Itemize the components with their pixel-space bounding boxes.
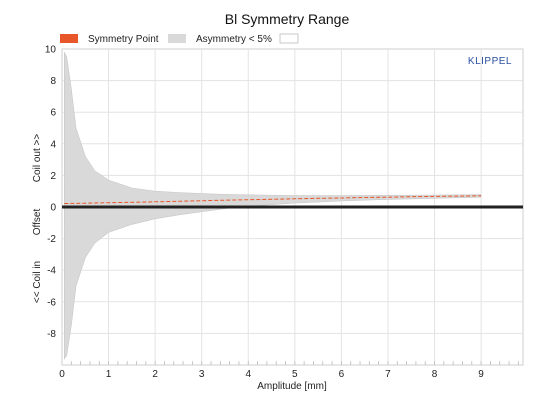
y-axis-label-coil-in: << Coil in [32,261,43,303]
minor-ticks [70,361,519,365]
y-tick-label: -8 [47,329,56,340]
y-tick-labels: -8 -6 -4 -2 0 2 4 6 8 10 [45,45,57,340]
y-axis-label-offset: Offset [32,209,43,236]
chart-title: Bl Symmetry Range [225,11,350,27]
x-tick-label: 0 [59,369,65,380]
symmetry-point-line [64,195,482,204]
x-tick-labels: 0 1 2 3 4 5 6 7 8 9 [59,369,484,380]
x-tick-label: 7 [385,369,391,380]
legend-swatch-symmetry-point [60,34,78,43]
x-tick-label: 4 [245,369,251,380]
x-tick-label: 8 [432,369,438,380]
y-tick-label: -2 [47,234,56,245]
y-tick-label: -4 [47,266,56,277]
legend: Symmetry Point Asymmetry < 5% [60,33,299,45]
x-tick-label: 9 [478,369,484,380]
y-tick-label: 10 [45,45,57,56]
x-tick-label: 3 [199,369,205,380]
x-tick-label: 2 [152,369,158,380]
y-tick-label: 4 [50,139,56,150]
x-axis-label: Amplitude [mm] [257,381,327,392]
y-tick-label: 8 [50,76,56,87]
legend-label-symmetry-point: Symmetry Point [88,34,159,45]
y-tick-label: 6 [50,108,56,119]
x-tick-label: 6 [339,369,345,380]
y-tick-label: -6 [47,297,56,308]
asymmetry-band-area [64,52,482,360]
legend-label-asymmetry: Asymmetry < 5% [196,34,272,45]
x-tick-label: 5 [292,369,298,380]
y-tick-label: 2 [50,171,56,182]
symmetry-point-group [64,195,482,204]
y-tick-label: 0 [50,203,56,214]
legend-swatch-empty [279,33,299,44]
x-tick-label: 1 [106,369,112,380]
brand-label: KLIPPEL [468,56,512,67]
asymmetry-band [64,52,482,360]
legend-swatch-asymmetry [168,34,186,43]
y-axis-label-coil-out: Coil out >> [32,134,43,183]
